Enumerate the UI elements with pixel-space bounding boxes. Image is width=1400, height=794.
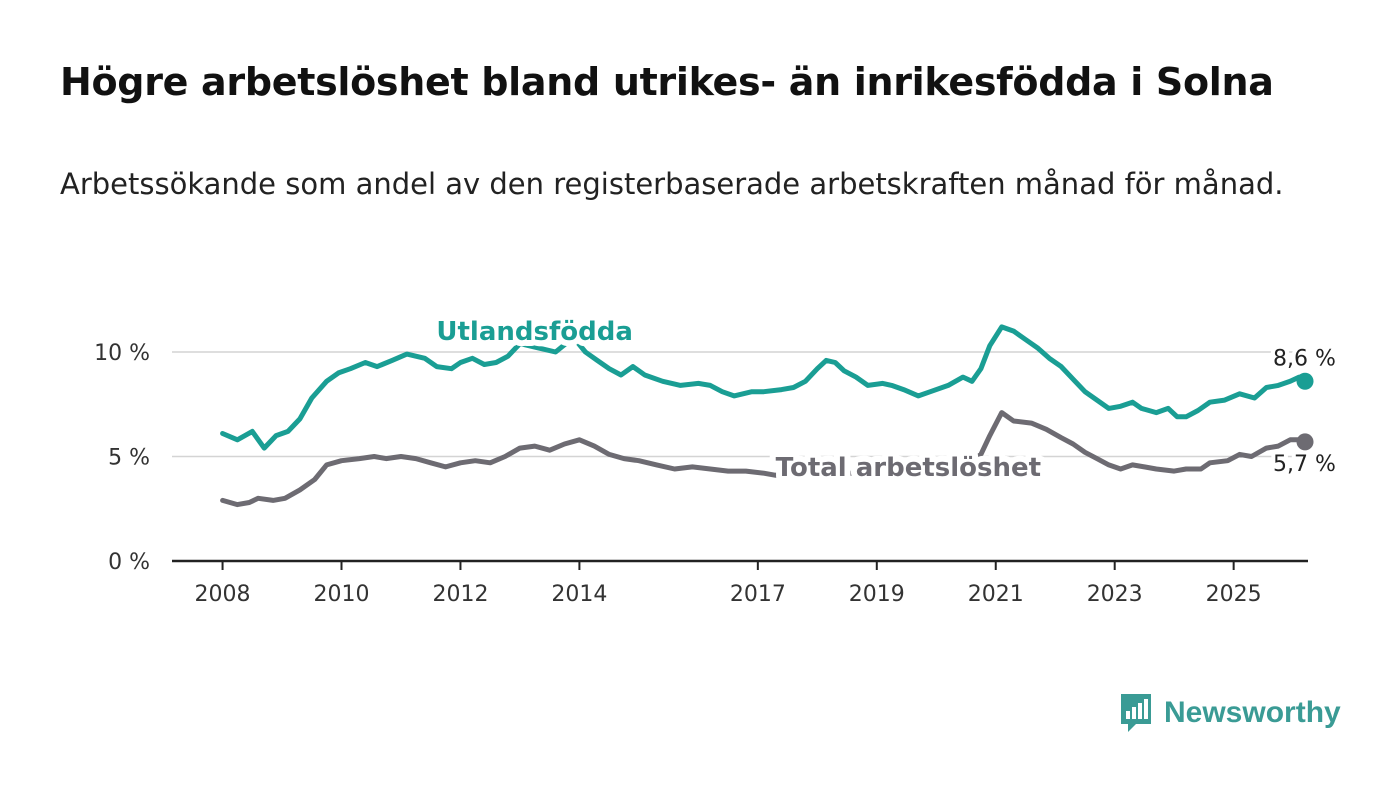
x-tick-label: 2023 [1087,582,1143,607]
end-value-label: 5,7 % [1273,452,1336,477]
x-tick-label: 2021 [968,582,1024,607]
series-end-marker-1 [1296,433,1314,451]
x-tick-label: 2019 [849,582,905,607]
series-end-marker-0 [1296,372,1314,390]
x-tick-label: 2010 [314,582,370,607]
x-tick-label: 2014 [551,582,607,607]
newsworthy-logo-icon [1121,694,1151,732]
brand-name: Newsworthy [1164,696,1341,729]
series-name-label: Total arbetslöshet [776,453,1041,483]
x-tick-label: 2012 [432,582,488,607]
newsworthy-brand[interactable]: Newsworthy [1118,690,1341,736]
x-tick-label: 2008 [195,582,251,607]
series-name-label: Utlandsfödda [436,317,633,347]
y-tick-label: 5 % [108,446,150,471]
series-line-0 [220,324,1308,451]
series-line-1 [220,410,1308,508]
y-tick-label: 10 % [94,341,150,366]
x-axis: 2008 2010 2012 2014 2017 2019 2021 2023 2025 [172,559,1308,607]
y-axis-ticks: 0 % 5 % 10 % [94,341,150,575]
chart-subtitle: Arbetssökande som andel av den registerb… [60,167,1284,201]
x-tick-label: 2025 [1206,582,1262,607]
x-tick-label: 2017 [730,582,786,607]
series-lines [220,324,1314,508]
series-labels: Utlandsfödda Total arbetslöshet 8,6 % 5,7 % [430,311,1340,489]
y-tick-label: 0 % [108,550,150,575]
end-value-label: 8,6 % [1273,346,1336,371]
chart-title: Högre arbetslöshet bland utrikes- än inr… [60,60,1274,104]
